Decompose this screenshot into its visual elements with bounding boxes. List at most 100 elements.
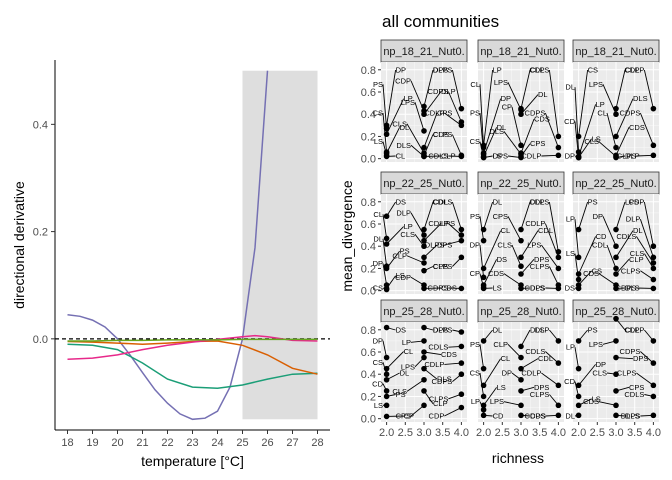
label-leader-line — [423, 91, 442, 115]
point-label: CLP — [530, 66, 545, 75]
label-leader-line — [602, 216, 617, 247]
point-label: DLS — [489, 127, 504, 136]
label-leader-line — [382, 112, 388, 153]
y-tick-label: 0.2 — [361, 131, 376, 143]
point-label: CLPS — [617, 369, 637, 378]
label-leader-line — [548, 201, 559, 252]
facet-strip-label: np_22_25_Nut0. — [383, 178, 464, 190]
label-leader-line — [382, 340, 388, 358]
data-point — [575, 226, 582, 233]
point-label: DPS — [534, 383, 549, 392]
label-leader-line — [406, 123, 425, 154]
point-label: CD — [372, 379, 383, 388]
label-leader-line — [574, 121, 580, 158]
point-label: DS — [497, 255, 507, 264]
data-point — [518, 402, 524, 409]
data-point — [421, 285, 427, 292]
point-label: DP — [501, 94, 511, 103]
label-leader-line — [386, 98, 405, 135]
point-label: CDL — [538, 354, 553, 363]
data-point — [555, 152, 562, 159]
point-label: CS — [592, 266, 602, 275]
data-point — [613, 315, 619, 322]
data-point — [518, 365, 524, 372]
data-point — [480, 365, 487, 372]
facet-strip-label: np_18_21_Nut0. — [480, 46, 561, 58]
label-leader-line — [386, 250, 400, 269]
y-tick-label: 0.6 — [361, 87, 376, 99]
data-point — [518, 388, 524, 394]
point-label: CL — [404, 347, 414, 356]
label-leader-line — [507, 216, 522, 241]
label-leader-line — [503, 131, 522, 155]
label-leader-line — [451, 201, 462, 230]
label-leader-line — [574, 347, 580, 369]
label-leader-line — [578, 236, 597, 275]
label-leader-line — [544, 112, 559, 148]
point-label: CDPS — [620, 347, 641, 356]
point-label: CS — [470, 137, 480, 146]
point-label: DLP — [530, 198, 545, 207]
y-tick-label: 0.4 — [361, 369, 376, 381]
data-point — [458, 285, 465, 292]
point-label: CDLS — [428, 343, 448, 352]
label-leader-line — [444, 112, 462, 126]
point-label: CLS — [400, 230, 415, 239]
data-point — [518, 142, 524, 149]
label-leader-line — [479, 372, 485, 397]
point-label: DLS — [633, 94, 648, 103]
point-label: PS — [588, 198, 598, 207]
y-tick-label: 0.2 — [33, 227, 48, 239]
data-point — [650, 142, 657, 149]
data-point — [383, 354, 390, 361]
x-tick-label: 3.0 — [513, 427, 528, 439]
point-label: LS — [592, 394, 601, 403]
point-label: CDPS — [525, 109, 546, 118]
data-point — [421, 267, 427, 274]
data-point — [458, 122, 465, 129]
label-leader-line — [483, 69, 494, 146]
point-label: CDS — [534, 115, 550, 124]
point-label: LS — [566, 249, 575, 258]
x-axis-title: temperature [°C] — [141, 453, 244, 469]
point-label: CL — [501, 226, 511, 235]
x-tick-label: 3.0 — [608, 427, 623, 439]
data-point — [458, 391, 465, 398]
data-point — [480, 412, 487, 419]
point-label: CL — [396, 152, 406, 161]
point-label: CDPS — [432, 377, 453, 386]
data-point — [518, 263, 524, 270]
label-leader-line — [423, 244, 438, 258]
label-leader-line — [615, 201, 626, 230]
label-leader-line — [386, 69, 397, 126]
point-label: LPS — [625, 198, 639, 207]
point-label: CDS — [488, 269, 504, 278]
data-point — [555, 265, 562, 272]
label-leader-line — [574, 219, 580, 258]
point-label: LPS — [527, 241, 541, 250]
point-label: CL — [373, 210, 383, 219]
point-label: PS — [470, 212, 480, 221]
point-label: DLP — [441, 87, 456, 96]
label-leader-line — [382, 263, 388, 286]
x-tick-label: 2.5 — [398, 427, 413, 439]
point-label: CDLS — [525, 347, 545, 356]
data-point — [613, 271, 619, 277]
data-point — [575, 382, 582, 389]
facet-strip-label: np_22_25_Nut0. — [575, 178, 656, 190]
point-label: CDLP — [521, 152, 541, 161]
data-point — [613, 144, 619, 151]
label-leader-line — [414, 102, 425, 132]
data-point — [421, 324, 427, 331]
data-point — [518, 412, 524, 419]
point-label: DS — [396, 326, 406, 335]
label-leader-line — [386, 201, 396, 217]
point-label: CLPS — [433, 130, 453, 139]
data-point — [518, 254, 524, 261]
point-label: LP — [596, 100, 605, 109]
point-label: LPS — [494, 78, 508, 87]
label-leader-line — [520, 358, 539, 370]
label-leader-line — [483, 127, 498, 157]
label-leader-line — [578, 270, 592, 286]
x-tick-label: 4.0 — [646, 427, 661, 439]
